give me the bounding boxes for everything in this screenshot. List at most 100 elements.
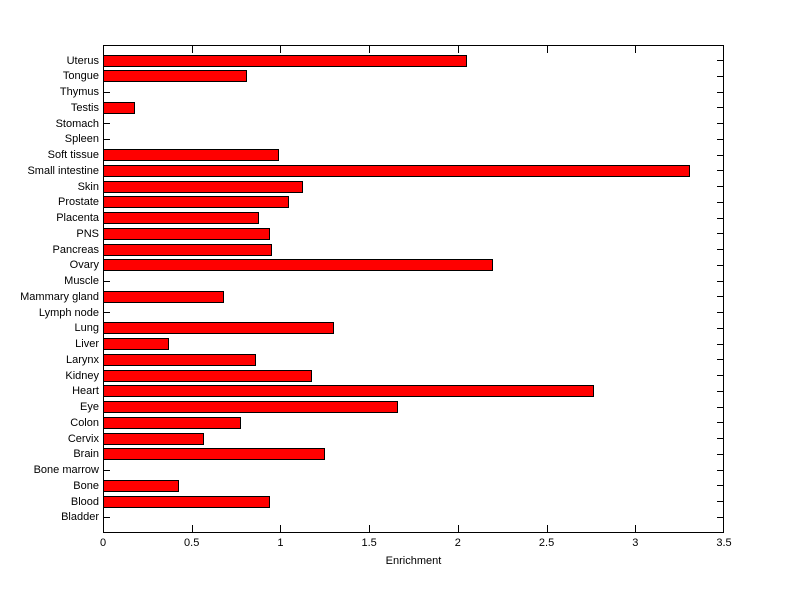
bar-uterus (103, 54, 467, 67)
y-tick-right (717, 123, 723, 125)
x-tick-bottom (103, 525, 104, 532)
y-tick-right (717, 501, 723, 503)
y-tick-right (717, 406, 723, 408)
category-label: Soft tissue (47, 149, 99, 162)
x-tick-label: 0 (99, 537, 107, 549)
y-tick-right (717, 170, 723, 172)
x-tick-bottom (723, 525, 724, 532)
category-label: Colon (70, 416, 99, 429)
bar-larynx (103, 353, 256, 366)
y-tick-left (104, 123, 110, 125)
category-label: Muscle (64, 275, 99, 288)
x-tick-top (457, 46, 459, 53)
x-tick-label: 3.5 (716, 537, 732, 549)
bar-kidney (103, 369, 313, 382)
y-tick-right (717, 359, 723, 361)
category-label: Mammary gland (20, 290, 99, 303)
y-tick-right (717, 343, 723, 345)
category-label: Pancreas (52, 243, 99, 256)
category-label: Uterus (66, 54, 99, 67)
category-label: Lymph node (38, 306, 99, 319)
bar-heart (103, 385, 595, 398)
bar-pancreas (103, 243, 272, 256)
y-tick-left (104, 469, 110, 471)
category-label: Eye (80, 401, 99, 414)
y-tick-right (717, 138, 723, 140)
x-tick-label: 3 (632, 537, 639, 549)
bar-blood (103, 495, 270, 508)
x-tick-label: 2.5 (538, 537, 555, 549)
category-label: Larynx (65, 353, 99, 366)
y-tick-right (717, 280, 723, 282)
x-tick-top (280, 46, 282, 53)
y-tick-right (717, 233, 723, 235)
category-label: Brain (73, 448, 99, 461)
x-tick-bottom (191, 525, 193, 532)
category-label: Stomach (55, 117, 99, 130)
bar-eye (103, 401, 398, 414)
y-tick-right (717, 327, 723, 329)
y-tick-right (717, 60, 723, 62)
bar-prostate (103, 196, 290, 209)
category-label: Spleen (64, 133, 99, 146)
x-tick-label: 2 (454, 537, 461, 549)
category-label: Liver (75, 338, 99, 351)
bar-small-intestine (103, 164, 691, 177)
plot-area (103, 45, 724, 533)
x-tick-top (635, 46, 637, 53)
x-tick-top (369, 46, 371, 53)
bar-mammary-gland (103, 290, 224, 303)
category-label: Testis (70, 101, 99, 114)
category-label: Heart (72, 385, 99, 398)
x-tick-bottom (546, 525, 548, 532)
category-label: PNS (76, 227, 99, 240)
x-axis-label: Enrichment (385, 555, 442, 567)
category-label: Cervix (67, 432, 99, 445)
x-tick-top (191, 46, 193, 53)
y-tick-right (717, 453, 723, 455)
x-tick-bottom (457, 525, 459, 532)
bar-testis (103, 101, 135, 114)
bar-placenta (103, 212, 260, 225)
y-tick-right (717, 438, 723, 440)
category-label: Bone marrow (33, 464, 99, 477)
y-tick-right (717, 390, 723, 392)
y-tick-right (717, 107, 723, 109)
x-tick-label: 1 (277, 537, 284, 549)
y-tick-left (104, 280, 110, 282)
x-tick-top (103, 46, 104, 53)
y-tick-left (104, 516, 110, 518)
y-tick-right (717, 91, 723, 93)
x-tick-bottom (369, 525, 371, 532)
category-label: Bladder (61, 511, 99, 524)
y-tick-left (104, 312, 110, 314)
category-label: Small intestine (27, 164, 99, 177)
y-tick-right (717, 217, 723, 219)
bar-liver (103, 338, 169, 351)
x-tick-top (723, 46, 724, 53)
category-label: Kidney (65, 369, 99, 382)
category-label: Placenta (56, 212, 99, 225)
y-tick-right (717, 201, 723, 203)
y-tick-right (717, 154, 723, 156)
bar-pns (103, 227, 270, 240)
category-label: Skin (77, 180, 99, 193)
category-label: Blood (70, 495, 99, 508)
bar-soft-tissue (103, 149, 279, 162)
y-tick-right (717, 264, 723, 266)
y-tick-right (717, 296, 723, 298)
y-tick-right (717, 485, 723, 487)
bar-cervix (103, 432, 205, 445)
category-label: Prostate (58, 196, 99, 209)
y-tick-right (717, 422, 723, 424)
y-tick-right (717, 312, 723, 314)
x-tick-label: 0.5 (184, 537, 200, 549)
bar-tongue (103, 70, 247, 83)
x-tick-bottom (635, 525, 637, 532)
bar-lung (103, 322, 334, 335)
y-tick-right (717, 469, 723, 471)
category-label: Lung (74, 322, 99, 335)
y-tick-left (104, 91, 110, 93)
y-tick-right (717, 75, 723, 77)
